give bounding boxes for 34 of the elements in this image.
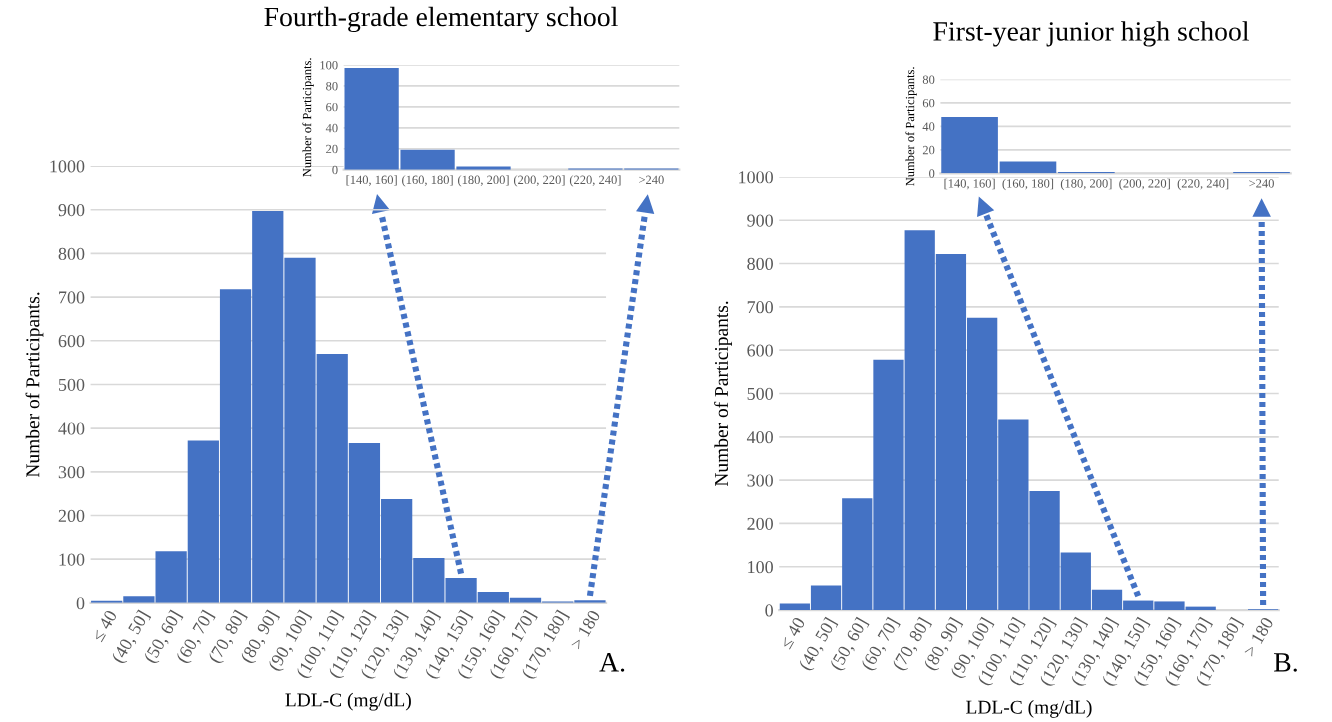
y-tick-label: 200 xyxy=(747,517,773,530)
y-tick-label: 600 xyxy=(58,335,85,348)
x-tick-label: > 180 xyxy=(569,609,601,651)
y-tick-label: 100 xyxy=(748,561,773,574)
y-tick-label: 0 xyxy=(76,597,85,610)
y-tick-label: 900 xyxy=(58,204,85,217)
x-axis-title: LDL-C (mg/dL) xyxy=(285,692,411,711)
y-tick-label: 1000 xyxy=(50,160,85,173)
text: A. xyxy=(599,653,625,672)
y-tick-label: 500 xyxy=(747,387,773,400)
chart-title: Fourth-grade elementary school xyxy=(264,6,618,33)
y-tick-label: 800 xyxy=(58,247,85,260)
y-tick-label: 300 xyxy=(747,474,773,487)
y-tick-label: 700 xyxy=(747,301,773,314)
y-tick-label: 900 xyxy=(747,214,773,227)
chart-title: First-year junior high school xyxy=(933,21,1250,47)
y-tick-label: 600 xyxy=(747,344,773,357)
y-tick-label: 800 xyxy=(747,257,773,270)
y-tick-label: 0 xyxy=(765,604,773,617)
y-tick-label: 100 xyxy=(59,553,85,566)
y-axis-title: Number of Participants. xyxy=(714,301,732,487)
x-tick-label: > 180 xyxy=(1243,616,1274,658)
x-tick-label: ≤ 40 xyxy=(779,616,806,650)
y-tick-label: 300 xyxy=(58,466,85,479)
y-tick-label: 700 xyxy=(59,291,85,304)
text: B. xyxy=(1274,653,1297,672)
y-tick-label: 500 xyxy=(58,378,85,391)
y-tick-label: 200 xyxy=(58,509,85,522)
y-tick-label: 400 xyxy=(58,422,85,435)
y-tick-label: 400 xyxy=(746,431,773,444)
x-axis-title: LDL-C (mg/dL) xyxy=(966,700,1092,718)
y-tick-label: 1000 xyxy=(739,171,773,184)
x-tick-label: ≤ 40 xyxy=(91,609,118,643)
y-axis-title: Number of Participants. xyxy=(25,292,44,478)
